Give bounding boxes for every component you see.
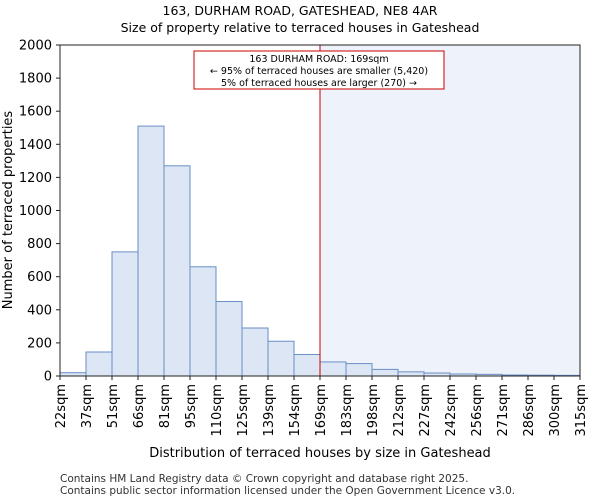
bar-183sqm bbox=[345, 363, 373, 377]
y-tick-label: 200 bbox=[27, 336, 52, 351]
x-tick-label: 139sqm bbox=[262, 384, 277, 437]
y-tick-label: 600 bbox=[27, 270, 52, 285]
x-tick-label: 154sqm bbox=[288, 384, 303, 437]
bar-81sqm bbox=[163, 165, 191, 377]
x-tick-label: 212sqm bbox=[392, 384, 407, 437]
chart-title: 163, DURHAM ROAD, GATESHEAD, NE8 4AR bbox=[163, 3, 438, 18]
annotation-box: 163 DURHAM ROAD: 169sqm ← 95% of terrace… bbox=[193, 50, 445, 90]
bar-66sqm bbox=[137, 125, 165, 377]
bar-139sqm bbox=[267, 340, 295, 377]
x-axis-label: Distribution of terraced houses by size … bbox=[149, 446, 491, 461]
footer-line-2: Contains public sector information licen… bbox=[60, 485, 515, 497]
y-tick-label: 2000 bbox=[19, 39, 52, 54]
bar-110sqm bbox=[215, 301, 243, 377]
x-tick-label: 51sqm bbox=[106, 384, 121, 428]
x-tick-label: 125sqm bbox=[236, 384, 251, 437]
x-tick-label: 198sqm bbox=[366, 384, 381, 437]
x-tick-label: 271sqm bbox=[496, 384, 511, 437]
bar-154sqm bbox=[293, 353, 321, 377]
bar-51sqm bbox=[111, 251, 139, 377]
x-tick-label: 256sqm bbox=[470, 384, 485, 437]
y-axis-label: Number of terraced properties bbox=[1, 111, 16, 310]
x-tick-label: 227sqm bbox=[418, 384, 433, 437]
x-tick-label: 66sqm bbox=[132, 384, 147, 428]
bar-198sqm bbox=[371, 368, 399, 377]
x-axis: 22sqm 37sqm 51sqm 66sqm 81sqm 95sqm 110sqm 125s… bbox=[54, 376, 589, 437]
y-tick-label: 400 bbox=[27, 303, 52, 318]
y-tick-label: 1400 bbox=[19, 138, 52, 153]
bar-37sqm bbox=[85, 351, 113, 377]
bar-125sqm bbox=[241, 327, 269, 377]
x-tick-label: 315sqm bbox=[574, 384, 589, 437]
y-tick-label: 1000 bbox=[19, 204, 52, 219]
y-tick-label: 1200 bbox=[19, 171, 52, 186]
x-tick-label: 22sqm bbox=[54, 384, 69, 428]
y-tick-label: 800 bbox=[27, 237, 52, 252]
x-tick-label: 37sqm bbox=[80, 384, 95, 428]
x-tick-label: 110sqm bbox=[210, 384, 225, 437]
y-tick-label: 0 bbox=[44, 370, 52, 385]
y-tick-label: 1800 bbox=[19, 72, 52, 87]
bars-group bbox=[59, 125, 581, 377]
x-tick-label: 81sqm bbox=[158, 384, 173, 428]
y-axis: 0 200 400 600 800 1000 1200 1400 1600 1800 2000 bbox=[19, 39, 60, 385]
x-tick-label: 183sqm bbox=[340, 384, 355, 437]
x-tick-label: 169sqm bbox=[314, 384, 329, 437]
annotation-line-3: 5% of terraced houses are larger (270) → bbox=[221, 78, 417, 89]
bar-169sqm bbox=[319, 361, 347, 377]
highlight-region bbox=[320, 45, 580, 376]
chart-subtitle: Size of property relative to terraced ho… bbox=[121, 20, 480, 35]
annotation-line-2: ← 95% of terraced houses are smaller (5,… bbox=[210, 66, 428, 77]
x-tick-label: 242sqm bbox=[444, 384, 459, 437]
y-tick-label: 1600 bbox=[19, 105, 52, 120]
x-tick-label: 300sqm bbox=[548, 384, 563, 437]
footer-line-1: Contains HM Land Registry data © Crown c… bbox=[60, 473, 468, 485]
annotation-frame bbox=[193, 50, 445, 90]
x-tick-label: 286sqm bbox=[522, 384, 537, 437]
bar-212sqm bbox=[397, 371, 425, 377]
annotation-line-1: 163 DURHAM ROAD: 169sqm bbox=[249, 54, 388, 65]
bar-95sqm bbox=[189, 266, 217, 377]
x-tick-label: 95sqm bbox=[184, 384, 199, 428]
